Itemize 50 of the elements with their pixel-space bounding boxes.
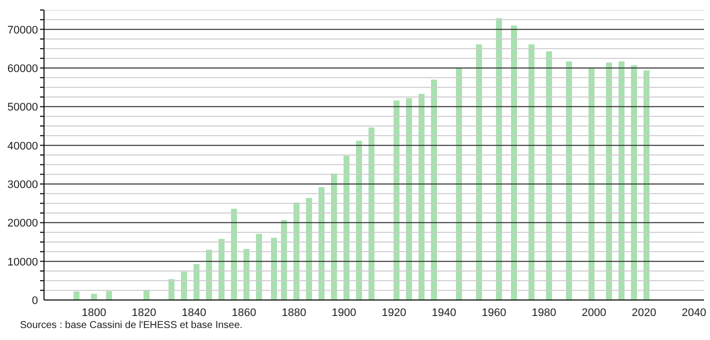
y-tick-label: 70000: [7, 24, 38, 36]
x-tick-label: 2040: [682, 306, 706, 319]
y-tick-label: 50000: [7, 102, 38, 114]
bar: [644, 70, 650, 300]
x-tick-label: 1800: [82, 306, 106, 319]
x-tick-label: 1900: [332, 306, 356, 319]
bar: [231, 208, 237, 300]
bar: [194, 264, 200, 300]
bar: [271, 238, 277, 300]
y-tick-label: 40000: [7, 140, 38, 152]
x-tick-label: 1860: [232, 306, 256, 319]
bar: [318, 187, 324, 300]
bar: [181, 272, 187, 300]
bar: [74, 291, 80, 300]
x-tick-label: 2020: [632, 306, 656, 319]
bar: [431, 80, 437, 300]
y-tick-label: 20000: [7, 218, 38, 230]
x-tick-label: 1980: [532, 306, 556, 319]
bar: [496, 18, 502, 300]
y-tick-label: 60000: [7, 63, 38, 75]
source-note: Sources : base Cassini de l'EHESS et base Insee.: [20, 320, 243, 331]
bar: [511, 25, 517, 300]
y-tick-label: 0: [32, 295, 38, 307]
bar: [306, 198, 312, 300]
y-tick-label: 30000: [7, 179, 38, 191]
bar: [368, 128, 374, 300]
bar: [476, 44, 482, 300]
bar: [566, 61, 572, 300]
bar: [356, 140, 362, 300]
x-tick-label: 1840: [182, 306, 206, 319]
bar: [344, 156, 350, 300]
bar: [394, 100, 400, 300]
bar: [418, 94, 424, 300]
bar: [546, 51, 552, 300]
x-tick-label: 1880: [282, 306, 306, 319]
y-tick-label: 10000: [7, 256, 38, 268]
bar: [206, 250, 212, 300]
x-tick-label: 2000: [582, 306, 606, 319]
bar: [606, 62, 612, 300]
x-tick-label: 1820: [132, 306, 156, 319]
x-tick-label: 1940: [432, 306, 456, 319]
bar: [106, 291, 112, 300]
bar: [256, 234, 262, 300]
x-tick-label: 1920: [382, 306, 406, 319]
bar: [588, 68, 594, 300]
bar: [528, 44, 534, 300]
bar: [456, 68, 462, 300]
x-tick-label: 1960: [482, 306, 506, 319]
bar: [406, 98, 412, 300]
bar: [618, 61, 624, 300]
